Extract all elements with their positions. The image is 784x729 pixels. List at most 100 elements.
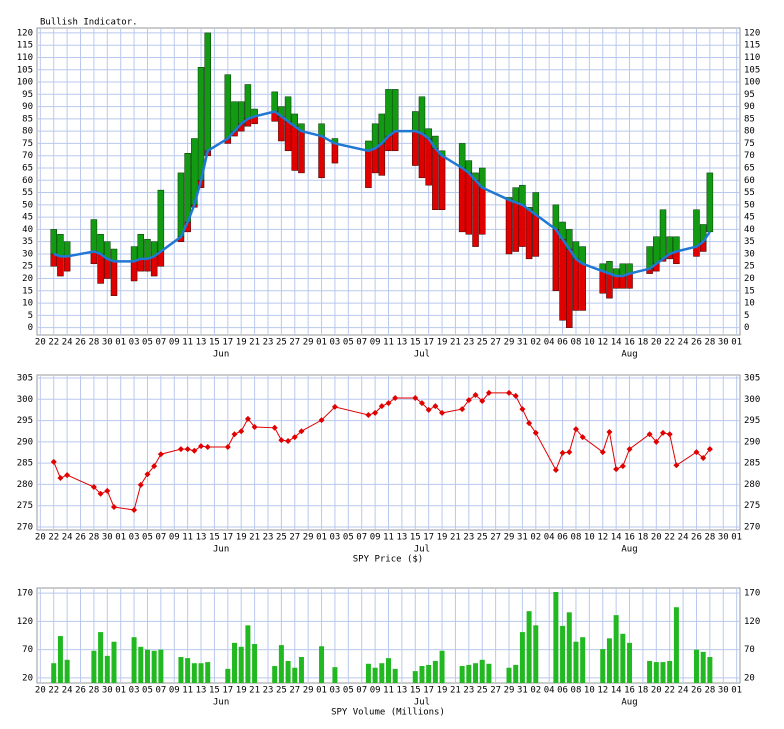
bullish-bar xyxy=(659,209,667,260)
x-tick-label: 15 xyxy=(209,686,220,696)
y2-tick-label: 280 xyxy=(744,480,760,490)
bullish-bar xyxy=(391,89,399,132)
y2-tick-label: 20 xyxy=(744,274,755,284)
y2-tick-label: 30 xyxy=(744,249,755,259)
volume-bar xyxy=(332,667,338,683)
volume-bar xyxy=(278,645,284,683)
bearish-bar xyxy=(458,167,466,233)
y2-tick-label: 105 xyxy=(744,65,760,75)
x-tick-label: 21 xyxy=(450,338,461,348)
y2-tick-label: 110 xyxy=(744,53,760,63)
price-marker xyxy=(666,431,673,438)
x-tick-label: 11 xyxy=(383,686,394,696)
price-marker xyxy=(57,475,64,482)
x-tick-label: 26 xyxy=(75,338,86,348)
volume-bar xyxy=(526,611,532,683)
volume-bar xyxy=(459,666,465,683)
y-tick-label: 35 xyxy=(22,237,33,247)
bearish-bar xyxy=(104,258,111,279)
x-tick-label: 15 xyxy=(209,338,220,348)
y2-tick-label: 300 xyxy=(744,395,760,405)
x-tick-label: 03 xyxy=(330,338,341,348)
bearish-bar xyxy=(559,238,566,321)
x-tick-label: 05 xyxy=(343,338,354,348)
bullish-bar xyxy=(646,246,653,269)
volume-bar xyxy=(178,656,184,683)
x-tick-label: 29 xyxy=(504,686,515,696)
price-marker xyxy=(137,481,144,488)
y2-tick-label: 275 xyxy=(744,501,760,511)
volume-bar xyxy=(473,663,479,683)
price-marker xyxy=(50,458,57,465)
y2-tick-label: 70 xyxy=(744,645,755,655)
volume-bar xyxy=(104,655,110,683)
price-marker xyxy=(459,406,466,413)
bullish-bar xyxy=(97,234,104,255)
x-tick-label: 29 xyxy=(504,533,515,543)
price-marker xyxy=(204,443,211,450)
x-tick-label: 18 xyxy=(637,686,648,696)
x-tick-label: 07 xyxy=(356,533,367,543)
price-marker xyxy=(619,463,626,470)
x-tick-label: 19 xyxy=(236,533,247,543)
bearish-bar xyxy=(612,275,620,289)
y2-tick-label: 305 xyxy=(744,373,760,383)
bearish-bar xyxy=(478,187,486,235)
bearish-bar xyxy=(505,199,513,255)
month-label: Aug xyxy=(621,350,637,360)
y-tick-label: 45 xyxy=(22,213,33,223)
bearish-bar xyxy=(378,143,386,176)
volume-bar xyxy=(138,646,144,683)
x-tick-label: 17 xyxy=(423,533,434,543)
x-tick-label: 23 xyxy=(263,686,274,696)
x-tick-label: 26 xyxy=(75,533,86,543)
month-label: Jun xyxy=(213,545,229,555)
x-tick-label: 22 xyxy=(664,533,675,543)
x-tick-label: 22 xyxy=(48,686,59,696)
y2-tick-label: 60 xyxy=(744,176,755,186)
x-tick-label: 06 xyxy=(557,338,568,348)
y2-tick-label: 35 xyxy=(744,237,755,247)
bullish-bar xyxy=(284,96,292,122)
x-tick-label: 09 xyxy=(370,686,381,696)
x-tick-label: 11 xyxy=(182,686,193,696)
bearish-bar xyxy=(572,258,580,311)
x-tick-label: 26 xyxy=(75,686,86,696)
volume-bar xyxy=(553,591,559,683)
x-tick-label: 01 xyxy=(731,686,742,696)
price-marker xyxy=(90,483,97,490)
price-marker xyxy=(151,463,158,470)
bearish-bar xyxy=(512,202,519,252)
volume-bar xyxy=(479,659,485,683)
x-tick-label: 17 xyxy=(222,338,233,348)
volume-bar xyxy=(57,636,63,683)
x-tick-label: 22 xyxy=(48,533,59,543)
x-tick-label: 27 xyxy=(289,686,300,696)
bullish-bar xyxy=(237,101,245,125)
bearish-bar xyxy=(331,143,339,164)
price-marker xyxy=(365,412,372,419)
bearish-bar xyxy=(412,130,419,166)
volume-bar xyxy=(419,666,425,683)
volume-bar xyxy=(131,637,137,683)
price-marker xyxy=(144,471,151,478)
price-marker xyxy=(566,449,573,456)
price-marker xyxy=(191,447,198,454)
y2-tick-label: 50 xyxy=(744,200,755,210)
x-tick-label: 13 xyxy=(396,686,407,696)
y2-tick-label: 45 xyxy=(744,213,755,223)
x-tick-label: 20 xyxy=(35,686,46,696)
x-tick-label: 04 xyxy=(544,533,555,543)
x-tick-label: 13 xyxy=(196,686,207,696)
y2-tick-label: 15 xyxy=(744,286,755,296)
x-tick-label: 20 xyxy=(35,533,46,543)
price-marker xyxy=(378,403,385,410)
price-marker xyxy=(331,403,338,410)
x-tick-label: 16 xyxy=(624,533,635,543)
bullish-bar xyxy=(204,32,211,152)
bearish-bar xyxy=(566,248,573,328)
bullish-bar xyxy=(197,67,205,181)
x-tick-label: 18 xyxy=(637,533,648,543)
x-tick-label: 07 xyxy=(356,338,367,348)
y-tick-label: 120 xyxy=(17,28,33,38)
